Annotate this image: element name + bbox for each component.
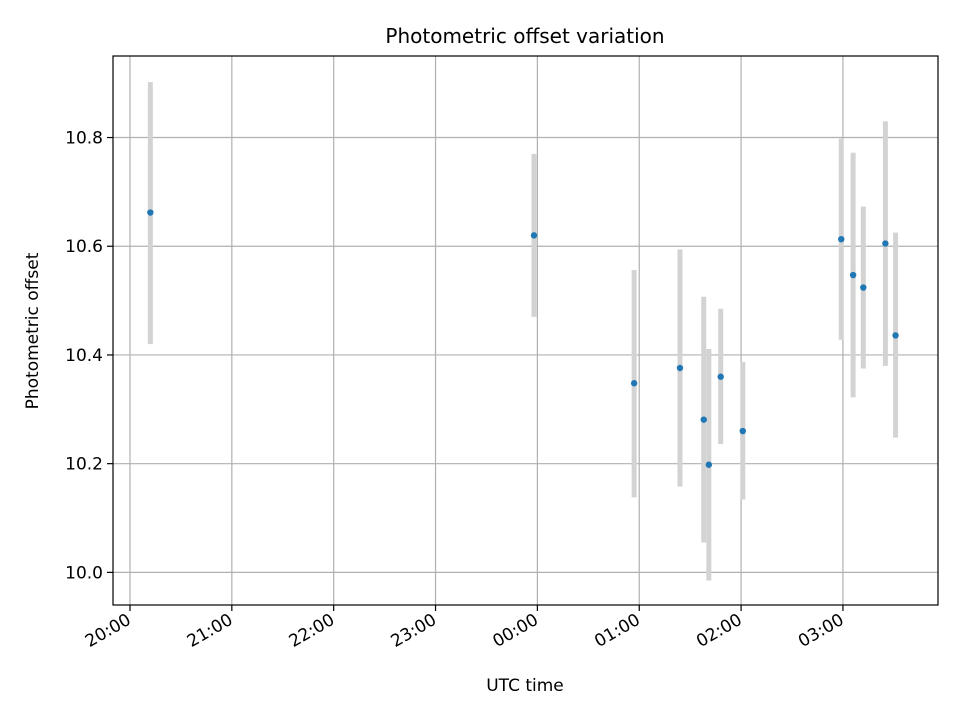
data-point — [860, 284, 867, 291]
data-point — [882, 240, 889, 247]
y-tick-label: 10.0 — [65, 563, 103, 583]
y-tick-label: 10.2 — [65, 455, 103, 475]
chart-title: Photometric offset variation — [385, 24, 664, 48]
y-axis: 10.0 10.2 10.4 10.6 10.8 — [65, 129, 113, 583]
y-tick-label: 10.4 — [65, 346, 103, 366]
data-point — [739, 427, 746, 435]
plot-frame — [112, 55, 939, 606]
data-point — [700, 416, 707, 423]
data-point — [717, 373, 724, 380]
data-point — [892, 332, 899, 339]
data-point — [630, 380, 638, 387]
y-tick-label: 10.6 — [65, 237, 103, 257]
data-point — [849, 271, 857, 279]
y-tick-label: 10.8 — [65, 129, 103, 149]
x-axis-title: UTC time — [486, 676, 564, 696]
data-point — [705, 461, 713, 468]
data-point — [530, 232, 538, 239]
grid-lines — [113, 56, 938, 605]
y-axis-title: Photometric offset — [23, 252, 43, 409]
data-point — [838, 235, 845, 243]
data-point — [147, 209, 154, 216]
data-point — [676, 364, 684, 372]
data-points — [147, 209, 899, 468]
